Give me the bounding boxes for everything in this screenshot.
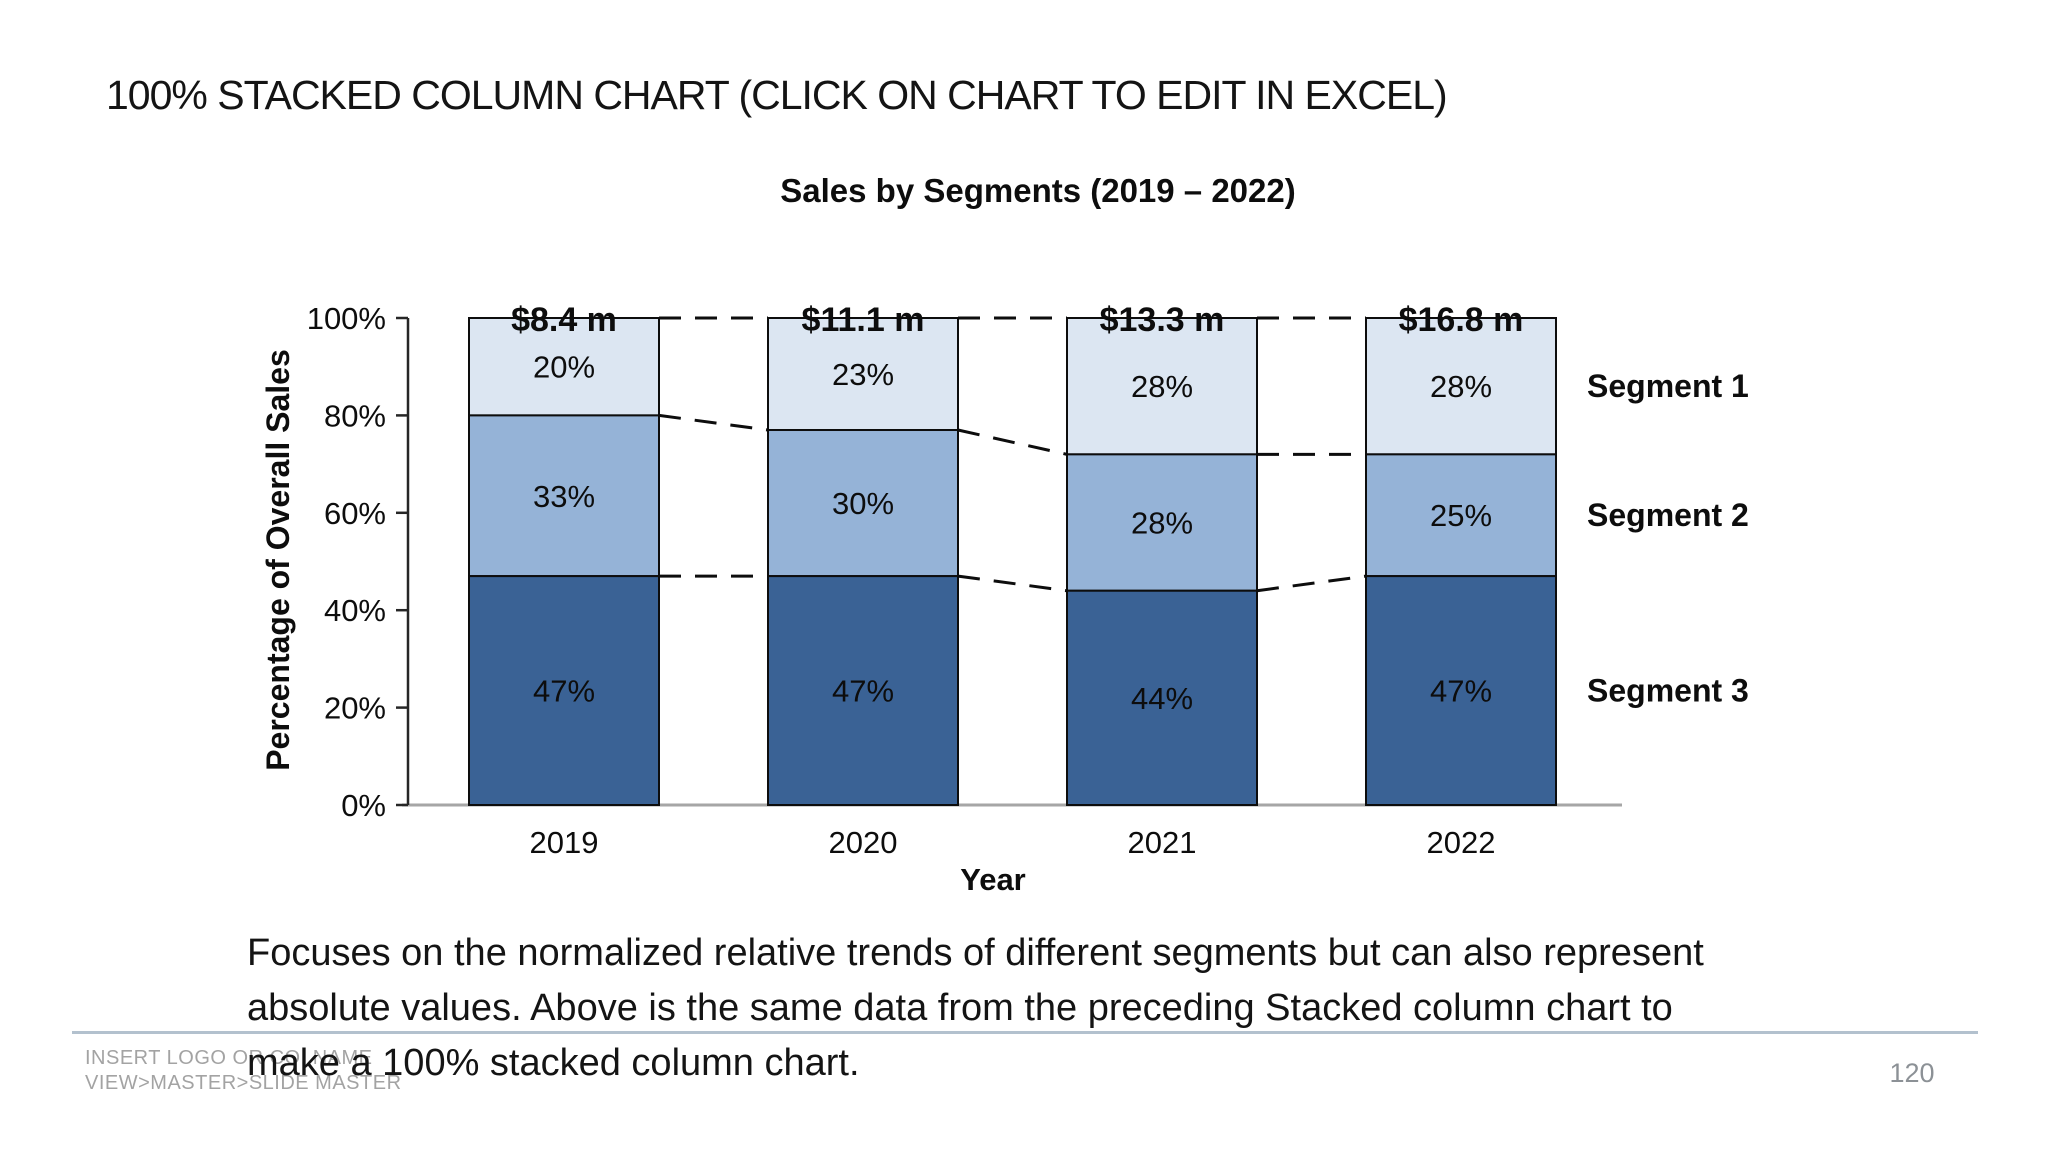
page-number: 120	[1889, 1058, 1935, 1088]
bar-segment-2019-segment-2[interactable]	[468, 414, 660, 578]
footer-divider-line	[72, 1031, 1978, 1034]
y-tick-label: 60%	[324, 496, 386, 531]
column-total-label: $8.4 m	[511, 301, 617, 339]
dashed-connector-line	[1256, 574, 1367, 593]
x-axis-title: Year	[960, 862, 1026, 897]
column-total-label: $11.1 m	[802, 301, 925, 339]
x-category-label: 2019	[530, 825, 599, 860]
y-tick-label: 80%	[324, 398, 386, 433]
bar-segment-value-label: 28%	[1430, 369, 1492, 404]
slide-title: 100% STACKED COLUMN CHART (CLICK ON CHAR…	[106, 72, 1448, 118]
footer-placeholder: INSERT LOGO OR CO. NAME VIEW>MASTER>SLID…	[85, 1046, 402, 1096]
dashed-connector-line	[957, 428, 1068, 456]
footer-line-2: VIEW>MASTER>SLIDE MASTER	[85, 1072, 402, 1094]
bar-segment-2020-segment-3[interactable]	[767, 575, 959, 806]
bar-segment-2020-segment-1[interactable]	[767, 317, 959, 432]
bar-segment-value-label: 25%	[1430, 498, 1492, 533]
bar-segment-value-label: 23%	[832, 357, 894, 392]
y-tick-label: 100%	[307, 301, 386, 336]
description-line: make a 100% stacked column chart.	[247, 1042, 860, 1084]
bar-segment-value-label: 44%	[1131, 681, 1193, 716]
dashed-connector-line	[658, 413, 769, 432]
bar-segment-2019-segment-3[interactable]	[468, 575, 660, 806]
bar-segment-2022-segment-2[interactable]	[1365, 453, 1557, 578]
bar-segment-value-label: 47%	[832, 674, 894, 709]
footer-line-1: INSERT LOGO OR CO. NAME	[85, 1047, 373, 1069]
series-label-2: Segment 2	[1587, 497, 1749, 533]
bar-segment-value-label: 28%	[1131, 369, 1193, 404]
bar-segment-value-label: 33%	[533, 479, 595, 514]
description-line: Focuses on the normalized relative trend…	[247, 932, 1704, 974]
column-total-label: $16.8 m	[1399, 301, 1524, 339]
y-tick-label: 20%	[324, 691, 386, 726]
bar-segment-2020-segment-2[interactable]	[767, 429, 959, 578]
bar-segment-value-label: 20%	[533, 350, 595, 385]
series-label-3: Segment 3	[1587, 673, 1749, 709]
bar-segment-2022-segment-3[interactable]	[1365, 575, 1557, 806]
bar-segment-value-label: 47%	[1430, 674, 1492, 709]
y-axis-title: Percentage of Overall Sales	[260, 349, 296, 771]
x-category-label: 2022	[1427, 825, 1496, 860]
bar-segment-2021-segment-2[interactable]	[1066, 453, 1258, 592]
bar-segment-value-label: 30%	[832, 486, 894, 521]
description-line: absolute values. Above is the same data …	[247, 987, 1673, 1029]
bar-segment-value-label: 28%	[1131, 506, 1193, 541]
bar-segment-2022-segment-1[interactable]	[1365, 317, 1557, 456]
dashed-connector-line	[957, 574, 1068, 593]
chart-description: Focuses on the normalized relative trend…	[247, 926, 1867, 1091]
bar-segment-2021-segment-3[interactable]	[1066, 589, 1258, 806]
y-tick-label: 40%	[324, 593, 386, 628]
x-category-label: 2021	[1128, 825, 1197, 860]
x-category-label: 2020	[829, 825, 898, 860]
bar-segment-2021-segment-1[interactable]	[1066, 317, 1258, 456]
bar-segment-value-label: 47%	[533, 674, 595, 709]
y-tick-label: 0%	[341, 788, 386, 823]
bar-segment-2019-segment-1[interactable]	[468, 317, 660, 417]
column-total-label: $13.3 m	[1100, 301, 1225, 339]
series-label-1: Segment 1	[1587, 368, 1749, 404]
chart-title: Sales by Segments (2019 – 2022)	[780, 172, 1295, 209]
